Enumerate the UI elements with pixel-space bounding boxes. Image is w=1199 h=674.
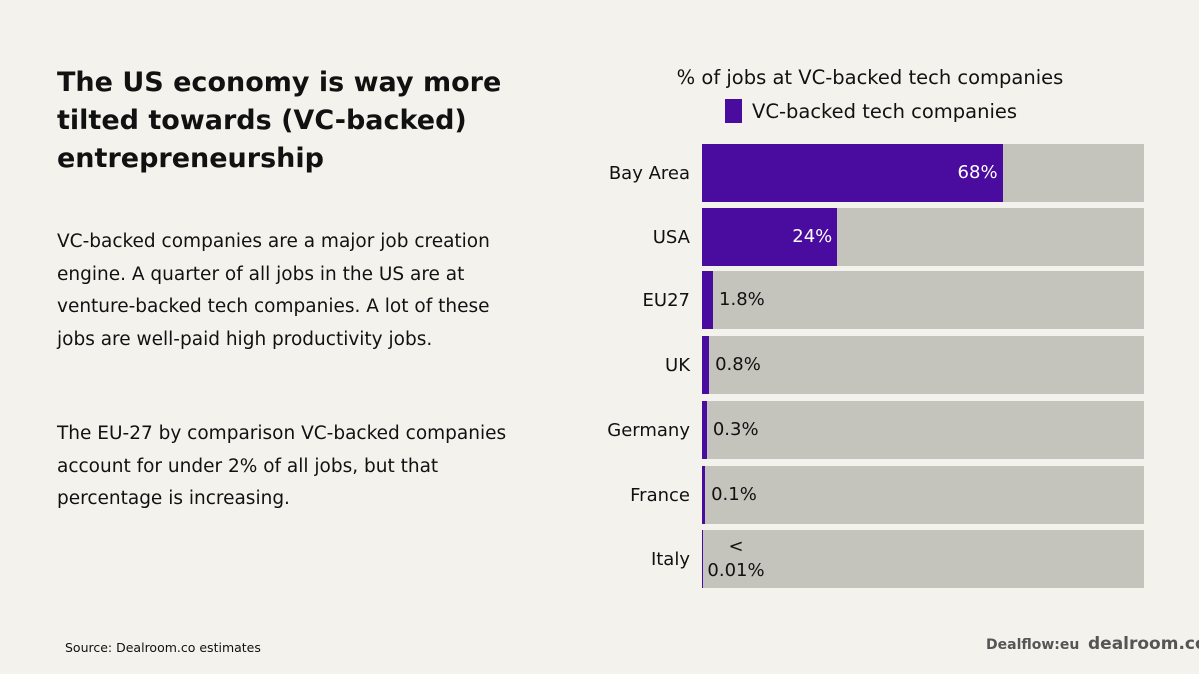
bar bbox=[702, 530, 703, 588]
bar-row: Germany 0.3% bbox=[600, 401, 1145, 459]
dealroom-logo: dealroom.co bbox=[1088, 634, 1199, 654]
source-note: Source: Dealroom.co estimates bbox=[65, 640, 261, 655]
data-label: 0.8% bbox=[715, 354, 761, 375]
legend-label: VC-backed tech companies bbox=[752, 99, 1018, 123]
page-title: The US economy is way more tilted toward… bbox=[57, 67, 502, 174]
bar bbox=[702, 144, 1003, 202]
body-paragraph: VC-backed companies are a major job crea… bbox=[57, 231, 490, 350]
legend-swatch bbox=[725, 99, 742, 123]
bar-track: 1.8% bbox=[702, 271, 1144, 329]
category-label: Bay Area bbox=[608, 162, 690, 184]
category-label: EU27 bbox=[642, 289, 690, 311]
bar-track: 68% bbox=[702, 144, 1144, 202]
bar bbox=[702, 466, 706, 524]
bar-track: 0.1% bbox=[702, 466, 1144, 524]
bar bbox=[702, 401, 707, 459]
bar-track: < 0.01% bbox=[702, 530, 1144, 588]
bar-track: 0.3% bbox=[702, 401, 1144, 459]
bar-row: Bay Area 68% bbox=[600, 144, 1145, 202]
bar-row: France 0.1% bbox=[600, 466, 1145, 524]
category-label: Germany bbox=[607, 419, 690, 441]
category-label: Italy bbox=[650, 548, 690, 570]
bar-track: 0.8% bbox=[702, 336, 1144, 394]
bar bbox=[702, 271, 714, 329]
category-label: USA bbox=[652, 226, 690, 248]
data-label: < 0.01% bbox=[707, 536, 765, 581]
bar-track: 24% bbox=[702, 208, 1144, 266]
chart-legend: VC-backed tech companies bbox=[725, 99, 1017, 123]
bar bbox=[702, 336, 710, 394]
data-label: 24% bbox=[792, 226, 833, 247]
bar-row: Italy < 0.01% bbox=[600, 530, 1145, 588]
category-label: France bbox=[630, 484, 690, 506]
bar-row: EU27 1.8% bbox=[600, 271, 1145, 329]
bar-row: USA 24% bbox=[600, 208, 1145, 266]
data-label: 0.3% bbox=[712, 419, 759, 440]
category-label: UK bbox=[665, 354, 690, 376]
chart-title: % of jobs at VC-backed tech companies bbox=[676, 66, 1064, 89]
bar-row: UK 0.8% bbox=[600, 336, 1145, 394]
body-paragraph: The EU-27 by comparison VC-backed compan… bbox=[57, 423, 507, 509]
data-label: 0.1% bbox=[711, 484, 757, 505]
data-label: 68% bbox=[957, 162, 998, 183]
dealflow-logo: Dealflow:eu bbox=[986, 637, 1080, 653]
data-label: 1.8% bbox=[719, 289, 765, 310]
bar bbox=[702, 208, 838, 266]
